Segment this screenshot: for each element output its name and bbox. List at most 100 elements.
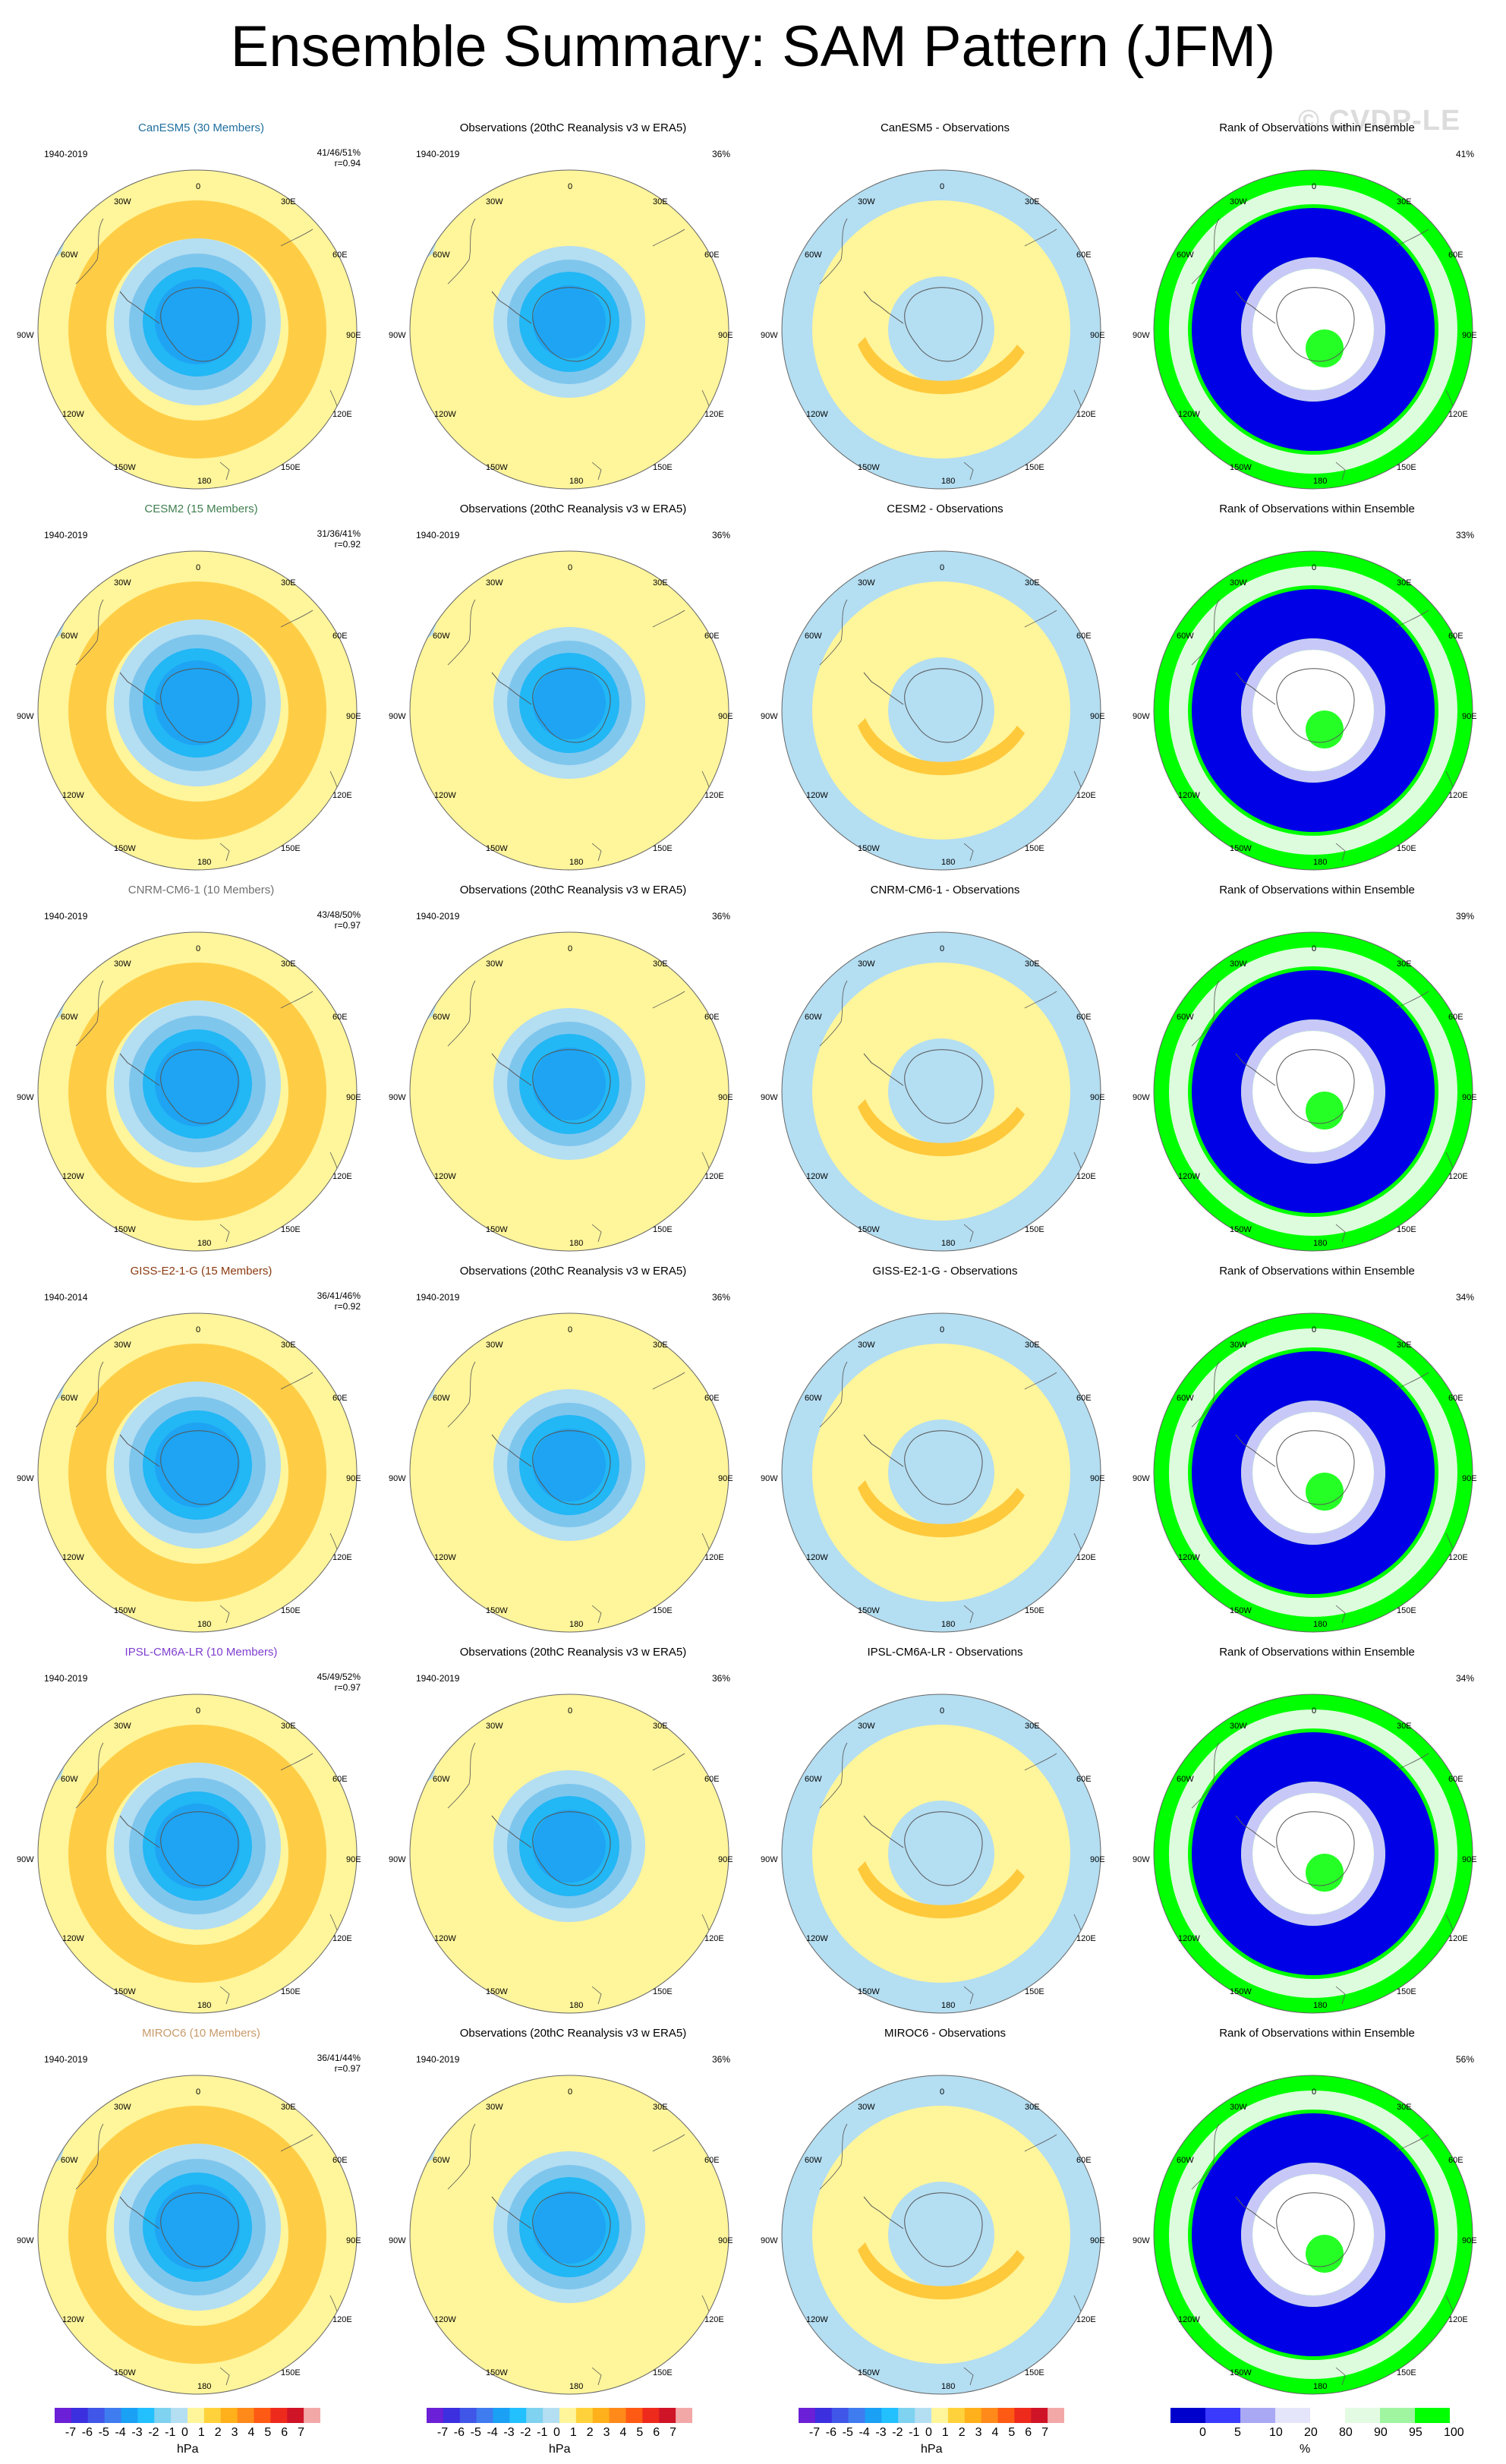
longitude-label: 120W: [434, 410, 456, 419]
colorbar-swatch: [1415, 2408, 1450, 2423]
low-pressure-contour-4: [155, 1041, 240, 1126]
rank-percent: 33%: [1456, 530, 1475, 540]
antarctic-peninsula: [119, 291, 160, 324]
orange-anomaly-arc: [858, 1099, 1025, 1157]
watermark: © CVDP-LE: [1298, 105, 1461, 137]
period-label: 1940-2019: [416, 1673, 460, 1684]
longitude-label: 150E: [1397, 463, 1416, 472]
longitude-label: 60E: [1076, 1775, 1092, 1784]
longitude-label: 30W: [114, 578, 131, 588]
colorbar-swatch: [427, 2408, 444, 2423]
longitude-label: 30E: [1397, 1341, 1412, 1350]
panel-obs: Observations (20thC Reanalysis v3 w ERA5…: [387, 1265, 759, 1644]
longitude-label: 120E: [704, 791, 724, 800]
longitude-label: 0: [1312, 1325, 1317, 1334]
rank-inner-white: [1252, 2174, 1374, 2295]
longitude-label: 180: [197, 1239, 212, 1248]
rank-inner-green: [1306, 711, 1344, 748]
low-pressure-contour-3: [143, 1029, 252, 1139]
longitude-label: 120W: [62, 1172, 84, 1181]
longitude-label: 150W: [1230, 844, 1252, 853]
longitude-label: 0: [1312, 2087, 1317, 2097]
africa-coastline: [652, 610, 685, 628]
longitude-label: 60W: [61, 1394, 78, 1403]
orange-anomaly-arc: [858, 1861, 1025, 1919]
antarctica-coastline: [160, 668, 239, 743]
longitude-label: 180: [569, 2001, 584, 2010]
longitude-label: 90E: [346, 1855, 361, 1864]
new-zealand-coastline: [219, 843, 230, 862]
longitude-label: 0: [568, 182, 573, 191]
longitude-label: 30W: [486, 959, 503, 969]
colorbar-tick-label: 1: [941, 2426, 949, 2439]
longitude-label: 120E: [704, 410, 724, 419]
map-boundary: [781, 550, 1101, 871]
obs-map: [409, 1694, 729, 2014]
longitude-label: 150W: [486, 463, 508, 472]
colorbar-tick-label: 0: [1199, 2426, 1206, 2439]
longitude-label: 120W: [806, 1172, 828, 1181]
period-label: 1940-2014: [44, 1292, 88, 1303]
colorbar-swatch: [443, 2408, 461, 2423]
stats-correlation: r=0.92: [334, 1301, 361, 1312]
longitude-label: 60E: [704, 1013, 720, 1022]
longitude-label: 90W: [761, 2236, 778, 2245]
longitude-label: 150W: [114, 844, 136, 853]
longitude-label: 120W: [806, 410, 828, 419]
colorbar-tick-label: 7: [670, 2426, 677, 2439]
longitude-label: 120W: [434, 791, 456, 800]
longitude-label: 90W: [389, 2236, 406, 2245]
longitude-label: 0: [196, 1325, 201, 1334]
longitude-label: 30E: [281, 2103, 296, 2112]
longitude-label: 150E: [1025, 2368, 1044, 2377]
colorbar-tick-label: 20: [1304, 2426, 1318, 2439]
africa-coastline: [652, 991, 685, 1009]
colorbar-swatch: [304, 2408, 320, 2423]
longitude-label: 30E: [653, 2103, 668, 2112]
orange-anomaly-ring: [68, 2106, 326, 2364]
new-zealand-coastline: [219, 2367, 230, 2386]
colorbar-tick-label: -3: [503, 2426, 515, 2439]
longitude-label: 90W: [17, 712, 34, 721]
longitude-label: 120E: [1076, 1553, 1096, 1562]
new-zealand-coastline: [219, 1986, 230, 2005]
longitude-label: 120W: [62, 410, 84, 419]
colorbar-swatch: [1275, 2408, 1311, 2423]
colorbar-swatch: [1380, 2408, 1416, 2423]
panel-title: Rank of Observations within Ensemble: [1219, 121, 1415, 134]
africa-coastline: [652, 1753, 685, 1771]
longitude-label: 60W: [61, 2156, 78, 2165]
longitude-label: 0: [940, 944, 945, 953]
longitude-label: 60E: [1448, 250, 1463, 260]
colorbar-tick-label: 2: [958, 2426, 966, 2439]
map-boundary: [409, 1312, 729, 1633]
longitude-label: 150E: [1025, 463, 1044, 472]
longitude-label: 60W: [1177, 2156, 1194, 2165]
explained-variance: 36%: [712, 530, 731, 540]
colorbar-swatch: [559, 2408, 577, 2423]
longitude-label: 150W: [486, 1225, 508, 1234]
longitude-label: 90W: [17, 2236, 34, 2245]
orange-anomaly-ring: [68, 963, 326, 1221]
panel-title: CESM2 - Observations: [887, 503, 1003, 515]
longitude-label: 180: [941, 1620, 956, 1629]
antarctic-peninsula: [863, 291, 904, 324]
low-pressure-contour-4: [155, 279, 240, 364]
longitude-label: 90W: [17, 1093, 34, 1102]
south-america-coastline: [447, 1742, 476, 1809]
colorbar-swatch: [543, 2408, 560, 2423]
longitude-label: 150W: [858, 1225, 880, 1234]
longitude-label: 120E: [704, 2315, 724, 2324]
antarctica-coastline: [1276, 2192, 1355, 2267]
longitude-label: 120E: [704, 1172, 724, 1181]
panel-model: GISS-E2-1-G (15 Members) 1940-2014 36/41/4…: [15, 1265, 387, 1644]
panel-title: CNRM-CM6-1 (10 Members): [128, 884, 275, 896]
longitude-label: 120E: [1448, 1934, 1468, 1943]
longitude-label: 150W: [486, 844, 508, 853]
longitude-label: 30E: [1025, 1341, 1040, 1350]
colorbar-swatch: [1031, 2408, 1048, 2423]
low-pressure-contour-4: [155, 1423, 240, 1508]
panel-title: CNRM-CM6-1 - Observations: [870, 884, 1020, 896]
longitude-label: 90E: [1090, 1855, 1105, 1864]
panel-diff: CESM2 - Observations 0 30E 60E 90E 120E 150E 18…: [759, 503, 1131, 882]
